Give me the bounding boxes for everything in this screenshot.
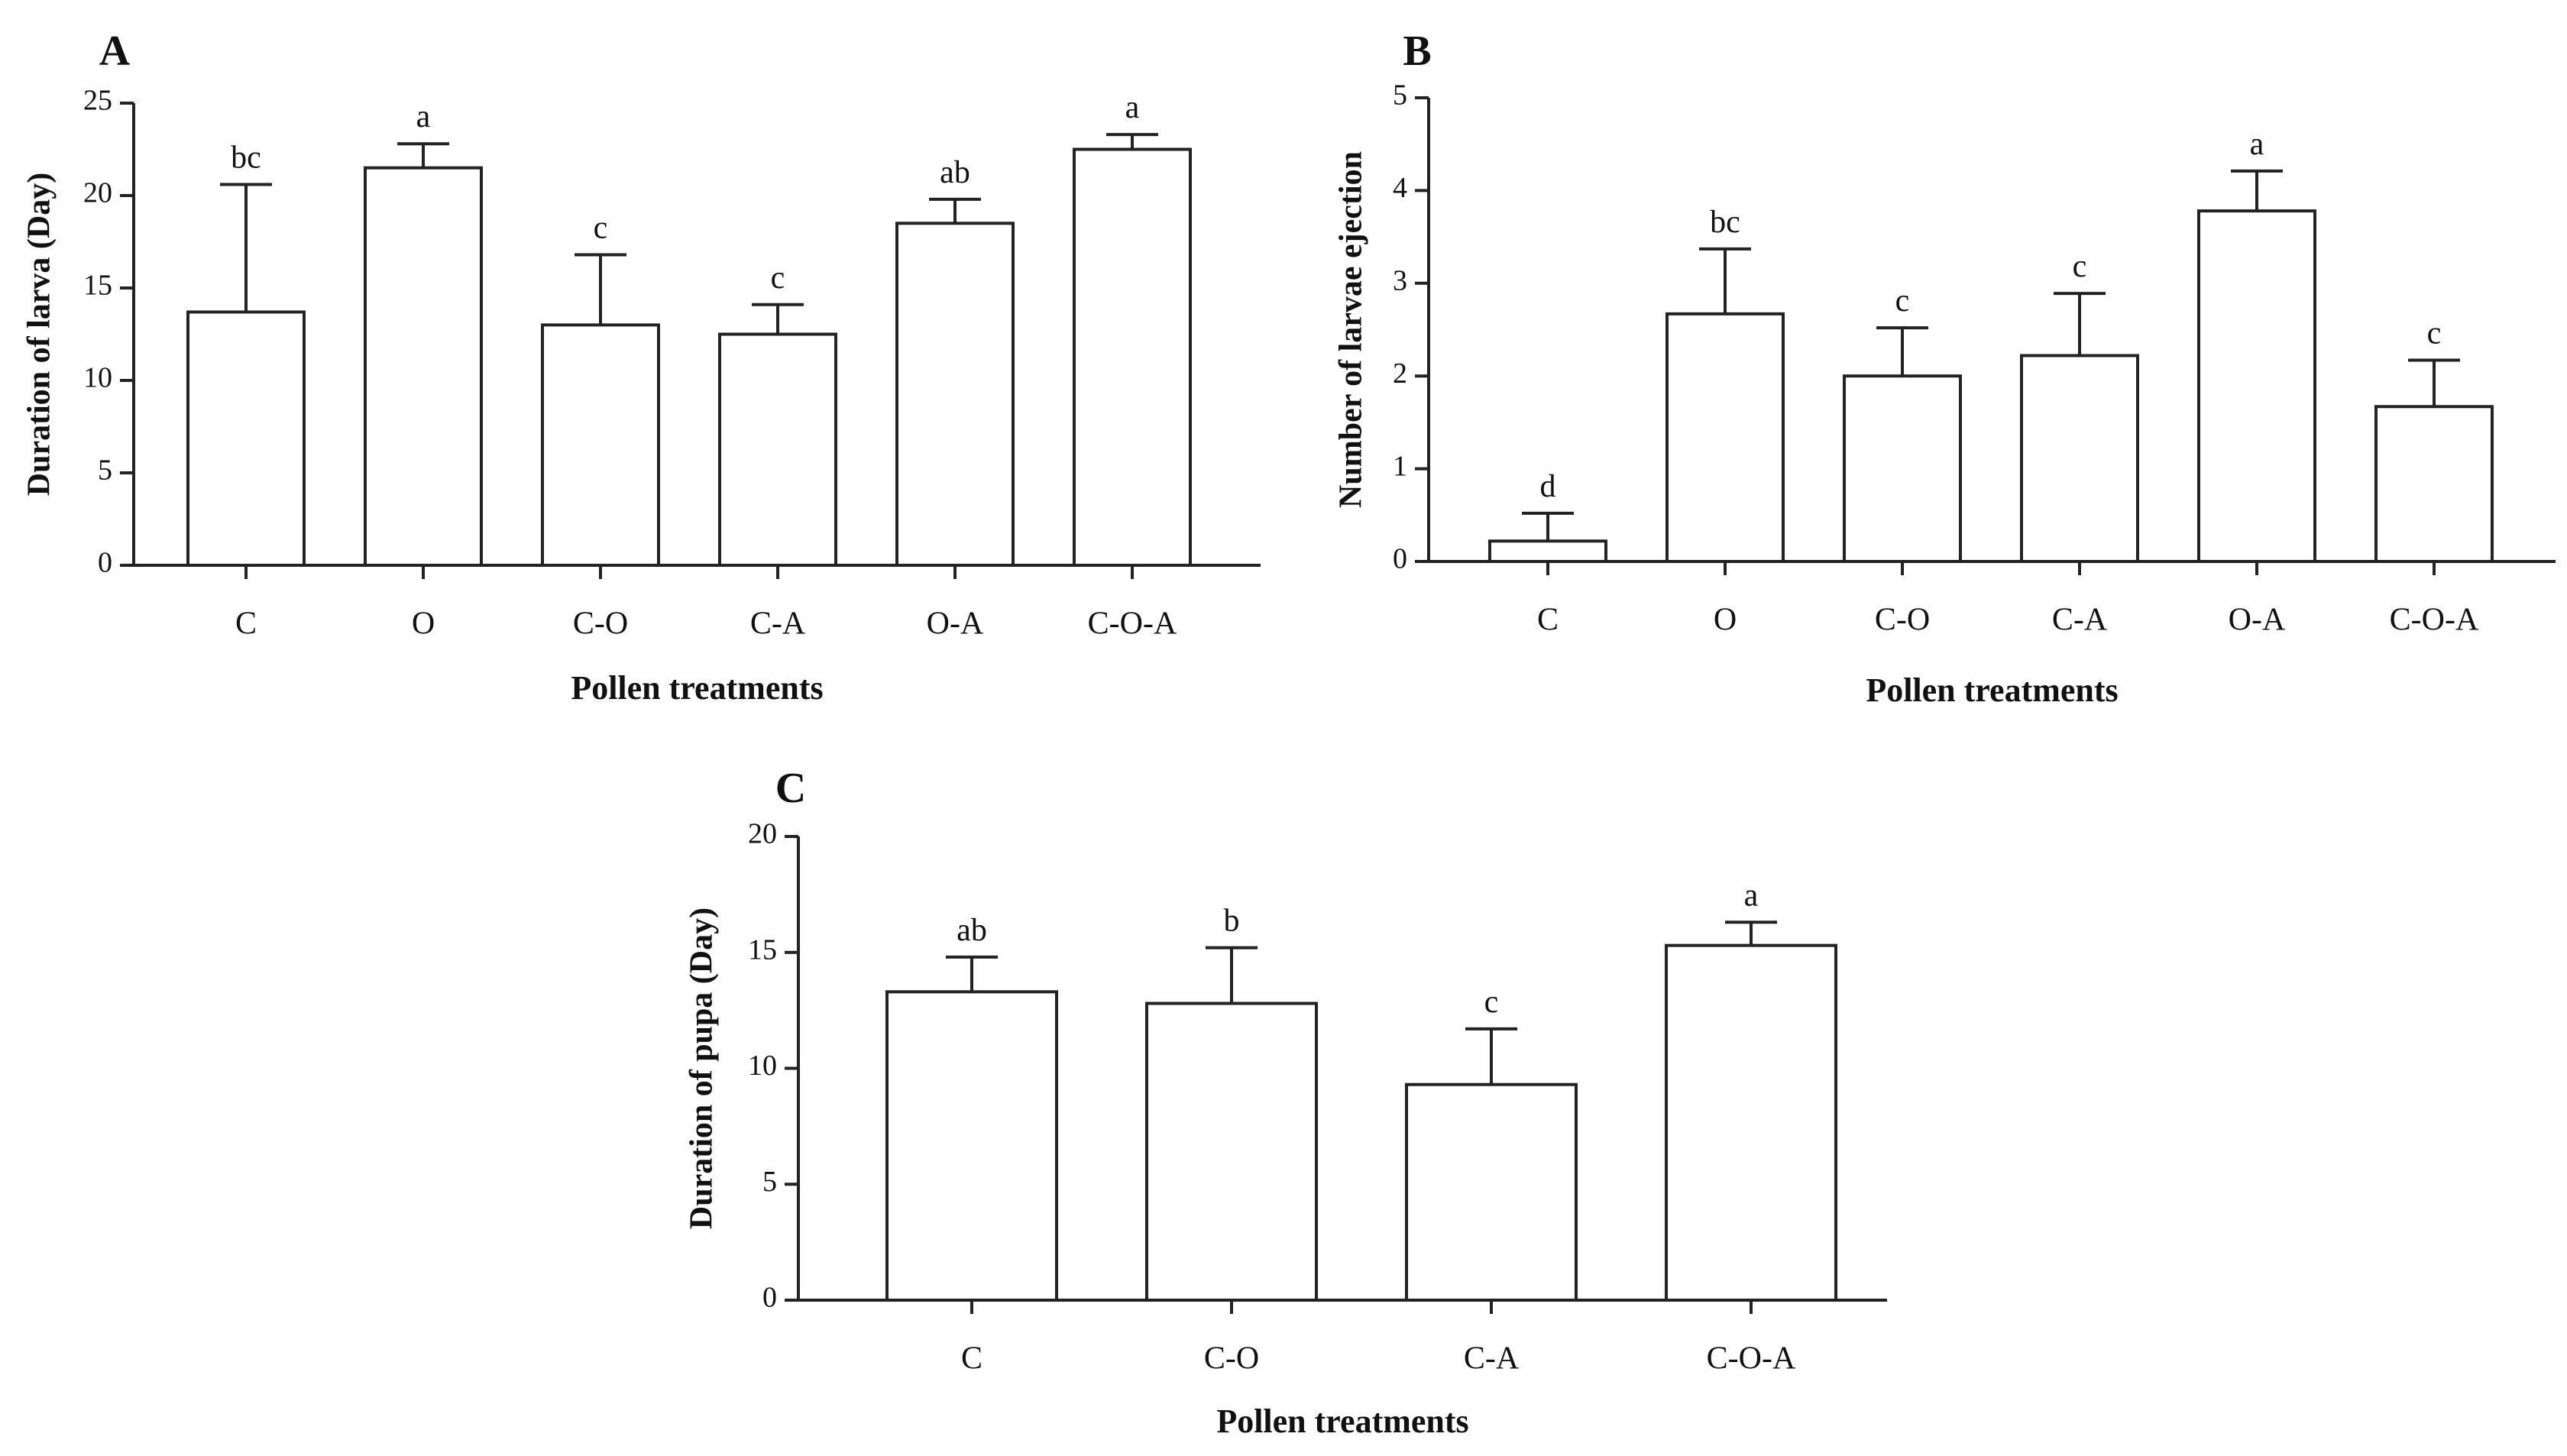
panel-c-significance-letter: a xyxy=(1744,878,1759,913)
panel-c-ytick-label: 15 xyxy=(748,933,777,966)
panel-b-bar-c-o xyxy=(1843,374,1962,564)
panel-c-category-label: C xyxy=(961,1341,982,1377)
panel-a-bar-c xyxy=(186,310,306,567)
panel-a-y-axis-title: Duration of larva (Day) xyxy=(22,173,57,496)
panel-a-significance-letter: bc xyxy=(231,140,261,175)
panel-c-category-label: C-O-A xyxy=(1707,1341,1796,1377)
panel-b-significance-letter: bc xyxy=(1710,205,1740,240)
panel-c-ytick-label: 20 xyxy=(748,818,777,850)
panel-a-ytick-label: 15 xyxy=(83,270,112,302)
panel-c-x-axis-title: Pollen treatments xyxy=(1216,1403,1468,1440)
panel-a-bar-c-a xyxy=(718,332,837,567)
panel-a-bar-o-a xyxy=(895,222,1015,567)
panel-c-ytick-label: 5 xyxy=(762,1166,777,1198)
panel-b-bar-o-a xyxy=(2197,209,2316,563)
panel-b-category-label: C-O-A xyxy=(2390,603,2479,638)
panel-b-significance-letter: c xyxy=(2073,249,2087,284)
panel-c-letter: C xyxy=(775,765,806,812)
panel-a-category-label: C xyxy=(235,607,257,642)
panel-a-category-label: C-O xyxy=(573,607,628,642)
panel-c-category-label: C-O xyxy=(1204,1341,1259,1377)
panel-a-category-label: C-A xyxy=(750,607,806,642)
panel-b-category-label: C xyxy=(1537,603,1559,638)
panel-a-ytick-label: 20 xyxy=(83,177,112,209)
panel-a-letter: A xyxy=(99,28,131,75)
panel-c-ytick-label: 0 xyxy=(762,1282,777,1314)
panel-b-significance-letter: c xyxy=(2427,316,2442,351)
panel-a-ytick-label: 25 xyxy=(83,85,112,117)
panel-a-significance-letter: ab xyxy=(940,155,970,190)
panel-a-category-label: C-O-A xyxy=(1088,607,1177,642)
panel-a-bar-c-o xyxy=(541,323,660,567)
panel-c-bar-c-o-a xyxy=(1665,943,1837,1302)
panel-a-ytick-label: 10 xyxy=(83,362,112,394)
panel-b-category-label: O-A xyxy=(2229,603,2286,638)
panel-c-y-axis-title: Duration of pupa (Day) xyxy=(685,908,720,1229)
panel-c-bar-c xyxy=(885,990,1058,1302)
panel-b-significance-letter: d xyxy=(1540,469,1556,504)
panel-b-ytick-label: 5 xyxy=(1393,79,1407,112)
panel-c-ytick-label: 10 xyxy=(748,1050,777,1082)
panel-b-ytick-label: 0 xyxy=(1393,543,1407,575)
panel-a-ytick-label: 5 xyxy=(98,455,112,487)
panel-b: B 0 1 2 3 4 5 Cd Obc C-O c C-A c O-A a C-O-A c Pollen tre… xyxy=(1334,28,2556,709)
panel-c-significance-letter: c xyxy=(1484,985,1499,1020)
panel-a-significance-letter: a xyxy=(416,99,431,134)
panel-b-x-axis-title: Pollen treatments xyxy=(1866,671,2118,709)
panel-b-significance-letter: a xyxy=(2250,127,2264,162)
panel-c-bar-c-a xyxy=(1405,1082,1578,1302)
panel-a: A 0 5 10 15 20 25 Cbc Oa C-O c C-A c O-A ab C-O-A a Polle… xyxy=(22,28,1261,707)
panel-b-bar-o xyxy=(1665,312,1785,563)
panel-c-significance-letter: ab xyxy=(957,913,987,948)
panel-a-significance-letter: c xyxy=(771,260,785,296)
panel-c-bar-c-o xyxy=(1145,1001,1318,1302)
panel-b-bar-c-a xyxy=(2020,354,2139,563)
panel-b-bar-c-o-a xyxy=(2374,405,2494,564)
panel-a-ytick-label: 0 xyxy=(98,547,112,579)
panel-c-category-label: C-A xyxy=(1464,1341,1520,1377)
panel-c: C 0 5 10 15 20 Cab C-O b C-A c C-O-A a Pollen treatme… xyxy=(685,765,1887,1440)
panel-b-ytick-label: 3 xyxy=(1393,265,1407,297)
panel-a-category-label: O-A xyxy=(927,607,984,642)
panel-a-x-axis-title: Pollen treatments xyxy=(571,669,823,707)
panel-b-y-axis-title: Number of larvae ejection xyxy=(1334,151,1369,508)
panel-a-category-label: O xyxy=(412,607,435,642)
panel-a-bar-o xyxy=(364,166,483,567)
panel-b-significance-letter: c xyxy=(1895,283,1910,319)
panel-b-letter: B xyxy=(1403,28,1431,75)
panel-b-ytick-label: 1 xyxy=(1393,450,1407,482)
panel-b-bar-c xyxy=(1488,539,1607,563)
panel-a-significance-letter: c xyxy=(594,210,608,245)
panel-b-category-label: C-A xyxy=(2052,603,2108,638)
panel-b-ytick-label: 4 xyxy=(1393,172,1407,204)
panel-b-category-label: O xyxy=(1714,603,1737,638)
panel-a-significance-letter: a xyxy=(1125,90,1140,125)
panel-c-significance-letter: b xyxy=(1224,904,1240,939)
panel-a-bar-c-o-a xyxy=(1073,147,1192,567)
panel-b-category-label: C-O xyxy=(1875,603,1930,638)
panel-b-ytick-label: 2 xyxy=(1393,358,1407,390)
